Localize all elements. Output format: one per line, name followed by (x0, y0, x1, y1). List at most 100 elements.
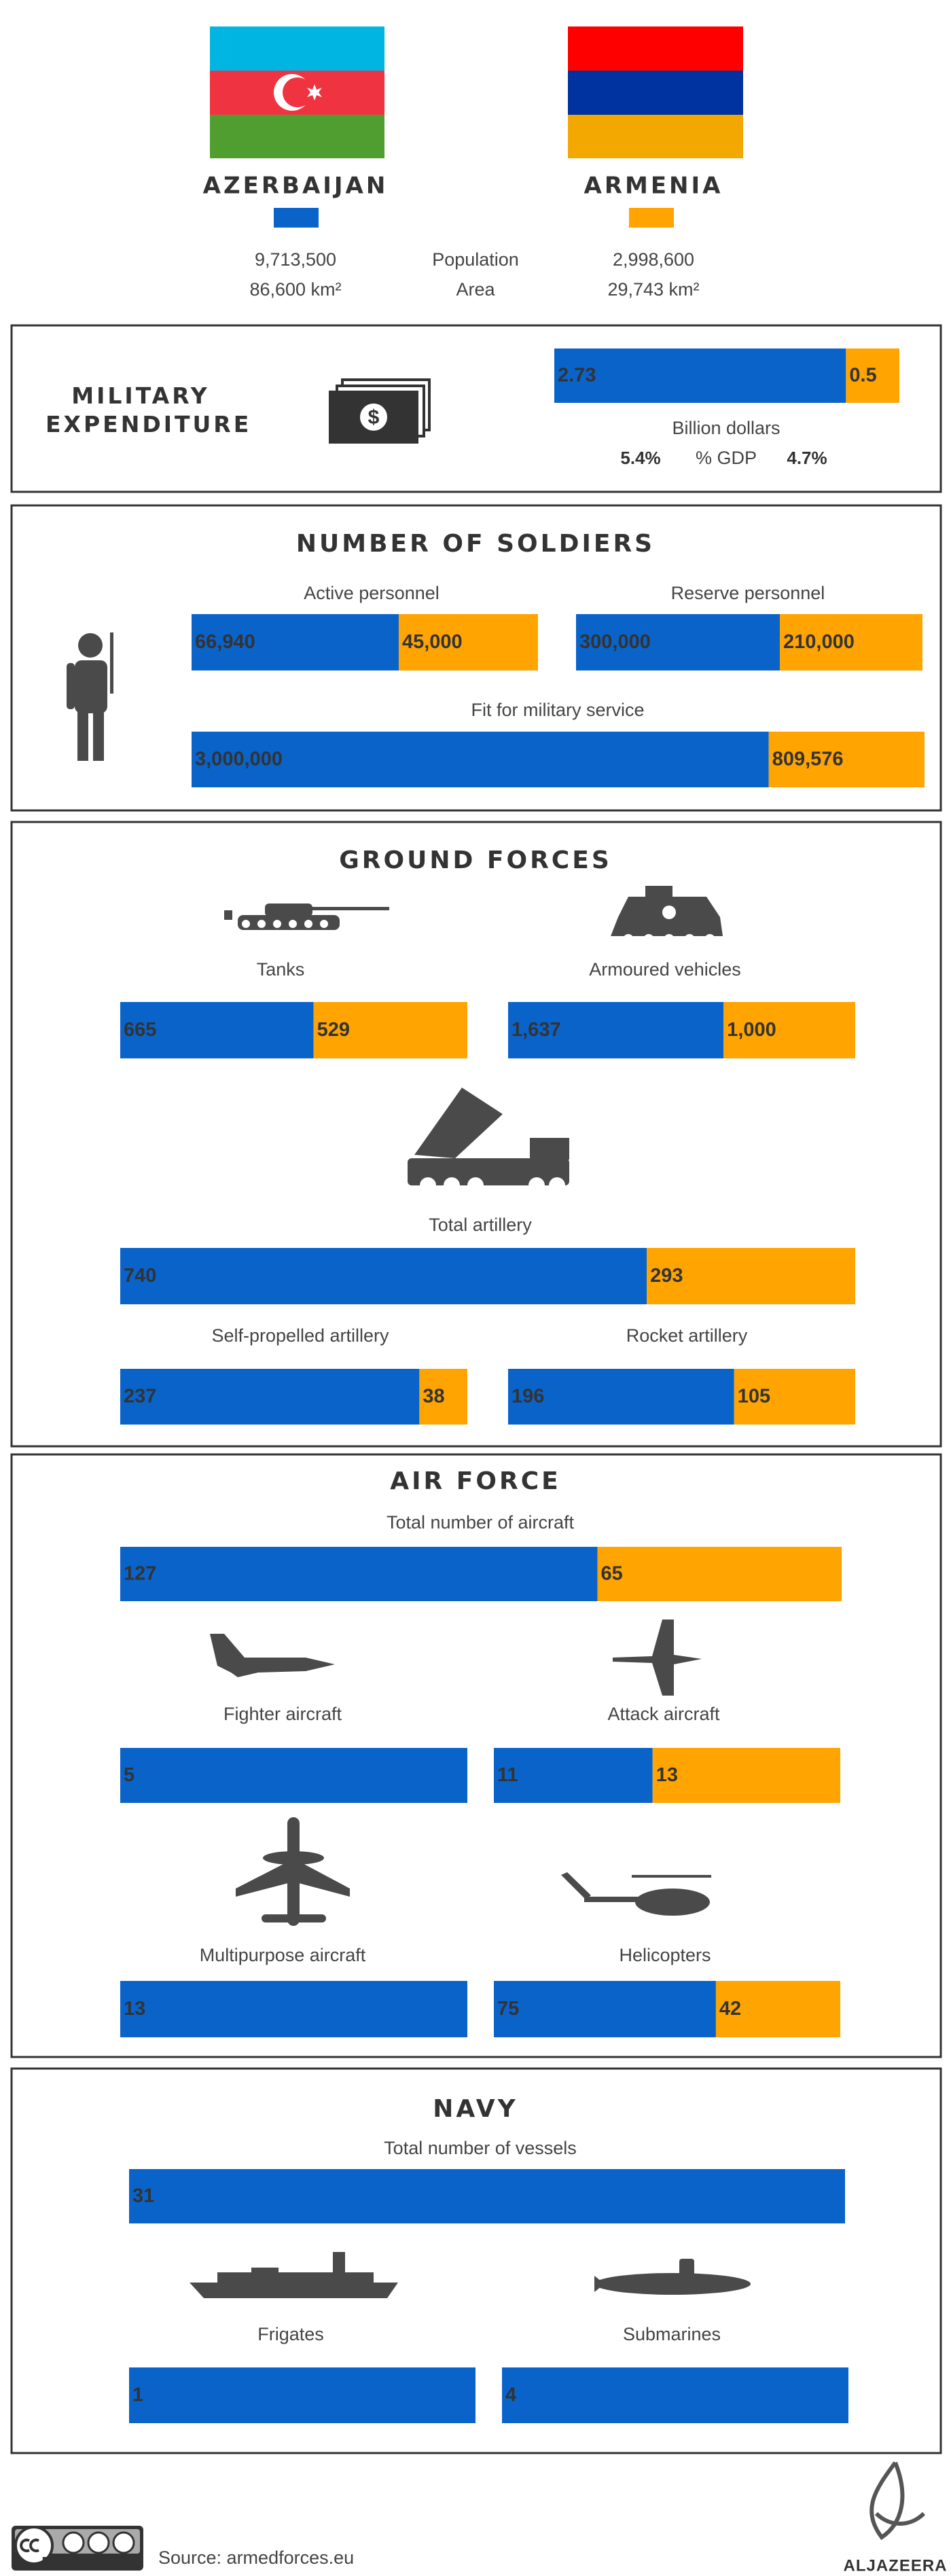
bar-label: Fit for military service (471, 700, 644, 720)
bar-value: 75 (497, 1998, 519, 2020)
svg-text:$: $ (368, 406, 380, 429)
bar-value: 529 (317, 1019, 350, 1041)
soldier-icon (67, 632, 113, 761)
license-badge (12, 2526, 143, 2571)
bar-value: 65 (600, 1563, 622, 1585)
bar-value: 127 (124, 1563, 156, 1585)
artillery-icon (408, 1088, 569, 1194)
country-name: AZERBAIJAN (203, 173, 389, 200)
bar-segment (313, 1002, 467, 1058)
bar-value: 38 (423, 1386, 444, 1408)
bar-value: 665 (124, 1019, 156, 1041)
bar-label: Fighter aircraft (223, 1704, 342, 1724)
bar-segment (652, 1748, 840, 1803)
bar-segment (494, 1748, 653, 1803)
bar-segment (129, 2169, 845, 2223)
bar-segment (120, 1748, 467, 1803)
helicopter-icon (561, 1872, 711, 1916)
bar-segment (192, 732, 769, 787)
bar-segment (398, 614, 538, 670)
section-title: NAVY (433, 2095, 518, 2123)
fighter-icon (210, 1634, 335, 1677)
bar-segment (576, 614, 780, 670)
bar-segment (129, 2367, 476, 2423)
bar-segment (502, 2367, 848, 2423)
bar-value: 13 (656, 1764, 678, 1786)
flag-azerbaijan (210, 26, 384, 158)
section-title: MILITARY EXPENDITURE (46, 382, 252, 437)
bar-label: Total number of vessels (384, 2138, 577, 2158)
bar-segment (597, 1547, 842, 1601)
money-icon: $ (329, 378, 431, 444)
bar-value: 740 (124, 1265, 156, 1287)
bar-value: 293 (650, 1265, 683, 1287)
section-boxes (10, 324, 942, 2454)
bar-label: Tanks (257, 959, 305, 980)
bar-value: 300,000 (579, 631, 651, 653)
bar-value: 809,576 (772, 749, 844, 770)
flag-armenia (568, 26, 743, 158)
license-term: SA (113, 2555, 133, 2571)
bar-segment (715, 1981, 840, 2037)
bar-segment (723, 1002, 855, 1058)
source: Source: armedforces.eu (158, 2547, 354, 2568)
bar-value: 0.5 (849, 365, 876, 387)
bar-label: Reserve personnel (671, 583, 825, 603)
multipurpose-aircraft-icon (236, 1817, 350, 1926)
section-title: GROUND FORCES (339, 846, 612, 874)
area-label: Area (456, 279, 495, 300)
bar-segment (120, 1369, 420, 1425)
bar-value: 11 (497, 1764, 518, 1786)
tank-icon (224, 904, 389, 930)
population-value: 9,713,500 (255, 249, 336, 270)
population-label: Population (432, 249, 519, 270)
bar-segment (508, 1369, 734, 1425)
bar-label: Self-propelled artillery (211, 1325, 389, 1346)
bar-value: 210,000 (783, 631, 855, 653)
bar-label: Billion dollars (672, 418, 780, 438)
bar-label: Frigates (257, 2324, 324, 2344)
bar-segment (120, 1547, 598, 1601)
bar-value: 13 (124, 1998, 145, 2020)
bar-label: Active personnel (304, 583, 439, 603)
logo-text: ALJAZEERA (843, 2556, 947, 2575)
bar-value: 1 (132, 2384, 143, 2406)
bar-segment (120, 1002, 314, 1058)
bar-segment (508, 1002, 724, 1058)
bar-segment (120, 1248, 647, 1304)
bar-value: 5 (124, 1764, 134, 1786)
bar-value: 105 (738, 1386, 770, 1408)
bar-value: 42 (719, 1998, 741, 2020)
gdp-value: 4.7% (787, 448, 827, 468)
bar-label: Total artillery (429, 1215, 532, 1235)
bar-label: Armoured vehicles (589, 959, 741, 980)
bar-label: Rocket artillery (626, 1325, 748, 1346)
bar-segment (647, 1248, 855, 1304)
area-value: 29,743 km² (607, 279, 699, 300)
area-value: 86,600 km² (249, 279, 341, 300)
bar-value: 31 (132, 2185, 154, 2207)
bar-segment (780, 614, 922, 670)
license-term: BY (41, 2555, 61, 2571)
bar-value: 66,940 (195, 631, 255, 653)
bar-value: 3,000,000 (195, 749, 283, 770)
license-term: NC (77, 2555, 98, 2571)
bar-value: 45,000 (402, 631, 463, 653)
apc-icon (611, 886, 723, 945)
bar-segment (419, 1369, 467, 1425)
bar-value: 4 (505, 2384, 516, 2406)
attack-aircraft-icon (613, 1620, 702, 1696)
bar-segment (494, 1981, 716, 2037)
bar-value: 1,637 (512, 1019, 561, 1041)
bar-value: 2.73 (558, 365, 596, 387)
frigate-icon (190, 2252, 398, 2298)
legend-swatch (274, 208, 319, 228)
bar-segment (846, 348, 899, 403)
gdp-label: % GDP (696, 448, 757, 468)
bar-value: 237 (124, 1386, 156, 1408)
section-title: NUMBER OF SOLDIERS (296, 530, 655, 558)
bar-segment (120, 1981, 467, 2037)
bar-label: Submarines (623, 2324, 721, 2344)
